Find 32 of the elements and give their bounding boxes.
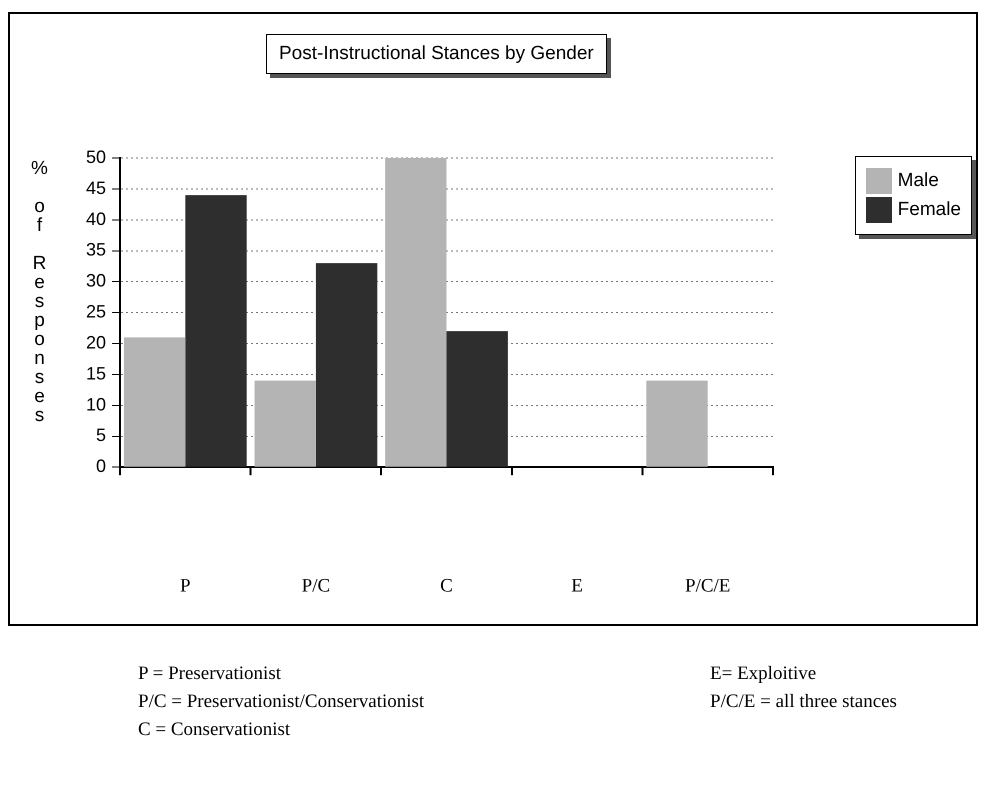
y-tick-label: 10 [86,394,106,414]
x-tick-label: P/C/E [685,576,730,597]
bar [254,380,316,467]
y-axis-title: % of Responses [29,158,50,424]
x-tick-label: P [180,576,191,597]
y-tick-label: 15 [86,363,106,384]
bar [646,380,708,467]
y-tick-label: 0 [96,456,106,476]
bar [124,337,186,467]
y-tick-label: 50 [86,146,106,167]
bar [185,195,247,467]
text: P/C = Preservationist/Conservationist [138,690,424,714]
y-tick-label: 45 [86,178,106,198]
chart-title: Post-Instructional Stances by Gender [266,34,607,74]
legend-label: Female [898,199,961,221]
text: P = Preservationist [138,662,282,686]
y-tick-label: 30 [86,270,106,291]
x-tick-label: E [571,576,583,597]
bar [385,158,447,467]
y-tick-label: 20 [86,332,106,352]
x-tick-label: P/C [302,576,330,597]
y-tick-label: 25 [86,302,106,322]
text: C = Conservationist [138,718,292,742]
x-tick-label: C [440,576,453,597]
text: E= Exploitive [710,662,818,686]
y-tick-label: 40 [86,208,106,229]
y-tick-label: 5 [96,425,106,446]
text: P/C/E = all three stances [710,690,897,714]
y-tick-label: 35 [86,240,106,260]
bar [446,331,508,467]
legend-label: Male [898,170,939,192]
bar [316,263,378,467]
